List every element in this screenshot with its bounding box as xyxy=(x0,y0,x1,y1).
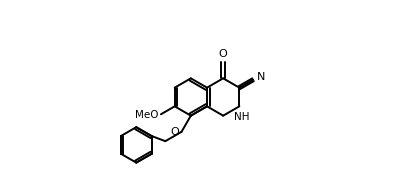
Text: O: O xyxy=(219,49,228,59)
Text: O: O xyxy=(170,127,179,137)
Text: NH: NH xyxy=(234,112,250,122)
Text: N: N xyxy=(256,72,265,82)
Text: MeO: MeO xyxy=(135,110,159,120)
